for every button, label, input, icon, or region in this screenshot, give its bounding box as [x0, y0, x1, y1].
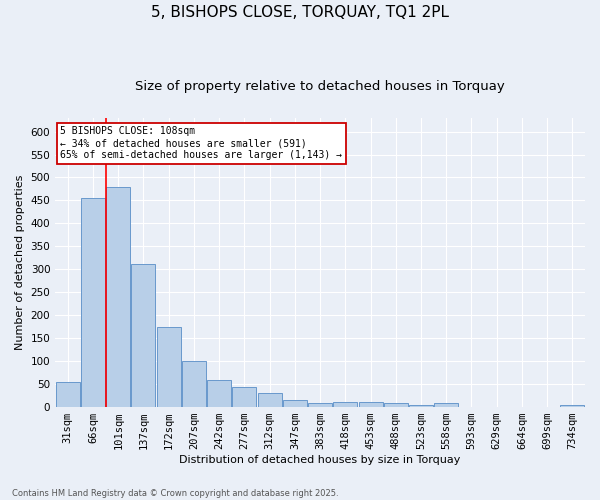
Bar — [359, 402, 383, 407]
Y-axis label: Number of detached properties: Number of detached properties — [15, 174, 25, 350]
X-axis label: Distribution of detached houses by size in Torquay: Distribution of detached houses by size … — [179, 455, 461, 465]
Bar — [308, 404, 332, 407]
Text: 5 BISHOPS CLOSE: 108sqm
← 34% of detached houses are smaller (591)
65% of semi-d: 5 BISHOPS CLOSE: 108sqm ← 34% of detache… — [61, 126, 343, 160]
Bar — [409, 405, 433, 407]
Bar — [283, 400, 307, 407]
Bar — [257, 394, 281, 407]
Bar — [434, 404, 458, 407]
Bar — [232, 388, 256, 407]
Title: Size of property relative to detached houses in Torquay: Size of property relative to detached ho… — [135, 80, 505, 93]
Bar — [81, 198, 105, 407]
Bar — [131, 264, 155, 407]
Bar — [56, 382, 80, 407]
Bar — [334, 402, 357, 407]
Bar — [157, 326, 181, 407]
Bar — [182, 361, 206, 407]
Bar — [207, 380, 231, 407]
Bar — [560, 405, 584, 407]
Text: Contains HM Land Registry data © Crown copyright and database right 2025.: Contains HM Land Registry data © Crown c… — [12, 488, 338, 498]
Bar — [106, 186, 130, 407]
Bar — [384, 404, 408, 407]
Text: 5, BISHOPS CLOSE, TORQUAY, TQ1 2PL: 5, BISHOPS CLOSE, TORQUAY, TQ1 2PL — [151, 5, 449, 20]
